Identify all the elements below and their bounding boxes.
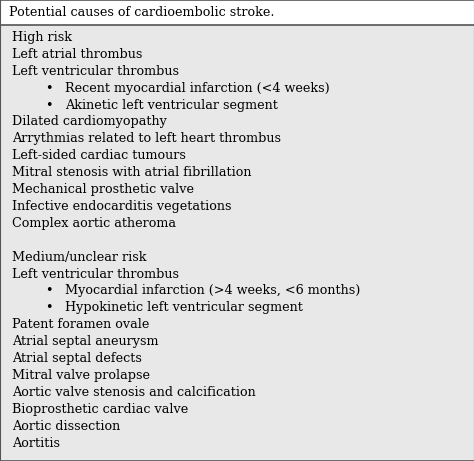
Text: •: • (45, 301, 53, 314)
Text: Atrial septal aneurysm: Atrial septal aneurysm (12, 335, 158, 348)
Text: Left ventricular thrombus: Left ventricular thrombus (12, 267, 179, 281)
Text: Complex aortic atheroma: Complex aortic atheroma (12, 217, 176, 230)
Text: Akinetic left ventricular segment: Akinetic left ventricular segment (65, 99, 278, 112)
Text: Hypokinetic left ventricular segment: Hypokinetic left ventricular segment (65, 301, 303, 314)
Text: Aortic valve stenosis and calcification: Aortic valve stenosis and calcification (12, 386, 255, 399)
Text: Recent myocardial infarction (<4 weeks): Recent myocardial infarction (<4 weeks) (65, 82, 330, 95)
Text: •: • (45, 99, 53, 112)
Text: Infective endocarditis vegetations: Infective endocarditis vegetations (12, 200, 231, 213)
Text: Myocardial infarction (>4 weeks, <6 months): Myocardial infarction (>4 weeks, <6 mont… (65, 284, 360, 297)
Text: •: • (45, 284, 53, 297)
Text: Bioprosthetic cardiac valve: Bioprosthetic cardiac valve (12, 403, 188, 416)
Text: Aortic dissection: Aortic dissection (12, 420, 120, 433)
FancyBboxPatch shape (0, 0, 474, 25)
Text: Dilated cardiomyopathy: Dilated cardiomyopathy (12, 115, 167, 129)
Text: High risk: High risk (12, 31, 72, 44)
Text: Potential causes of cardioembolic stroke.: Potential causes of cardioembolic stroke… (9, 6, 275, 19)
Text: Mitral stenosis with atrial fibrillation: Mitral stenosis with atrial fibrillation (12, 166, 251, 179)
Text: •: • (45, 82, 53, 95)
Text: Mechanical prosthetic valve: Mechanical prosthetic valve (12, 183, 194, 196)
Text: Arrythmias related to left heart thrombus: Arrythmias related to left heart thrombu… (12, 132, 281, 145)
Text: Aortitis: Aortitis (12, 437, 60, 449)
Text: Mitral valve prolapse: Mitral valve prolapse (12, 369, 150, 382)
Text: Left ventricular thrombus: Left ventricular thrombus (12, 65, 179, 78)
Text: Left-sided cardiac tumours: Left-sided cardiac tumours (12, 149, 186, 162)
Text: Left atrial thrombus: Left atrial thrombus (12, 48, 142, 61)
Text: Medium/unclear risk: Medium/unclear risk (12, 251, 146, 264)
Text: Atrial septal defects: Atrial septal defects (12, 352, 142, 365)
Text: Patent foramen ovale: Patent foramen ovale (12, 318, 149, 331)
